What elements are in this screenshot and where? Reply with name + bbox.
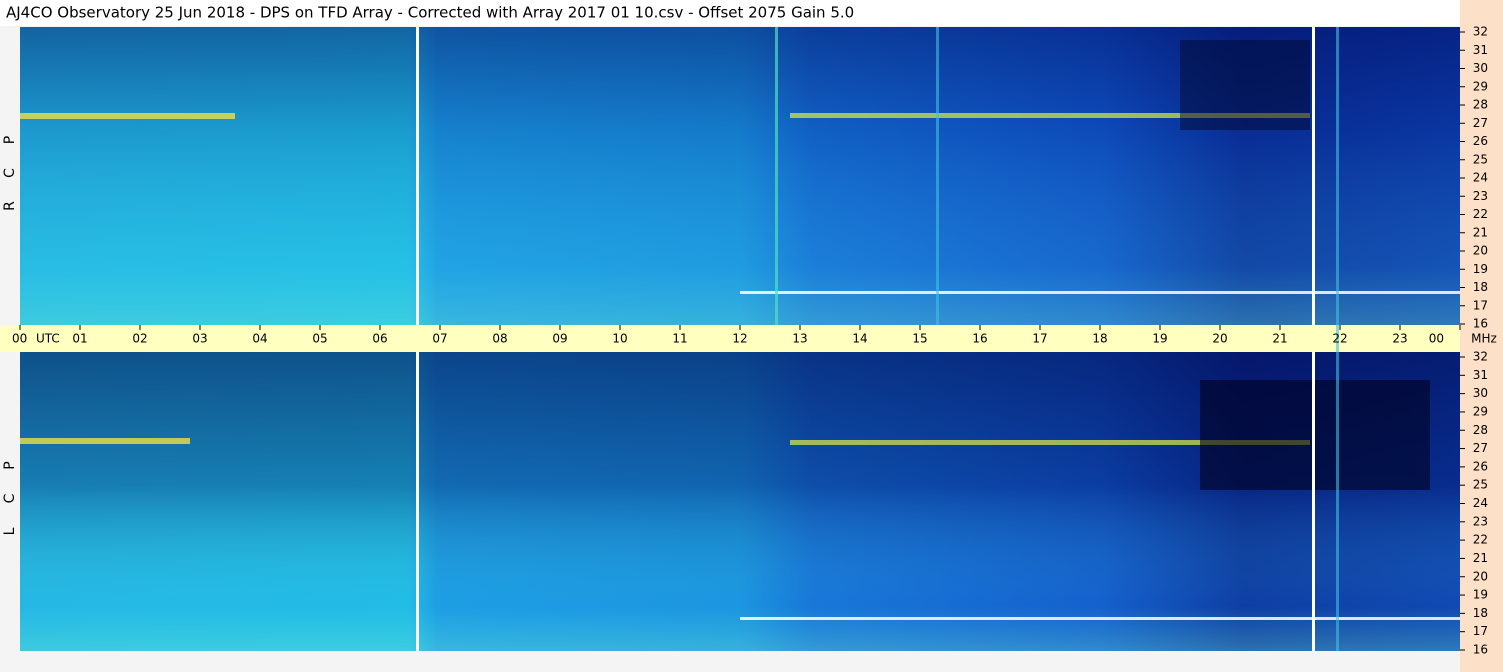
freq-tick-label: 26 — [1473, 459, 1488, 473]
time-tick-label: 13 — [792, 332, 807, 346]
time-tick-label: 03 — [192, 332, 207, 346]
time-tick-label: 01 — [72, 332, 87, 346]
time-tick-label: 18 — [1092, 332, 1107, 346]
features — [20, 27, 1460, 651]
time-tick-label: 21 — [1272, 332, 1287, 346]
time-tick-label: 15 — [912, 332, 927, 346]
band — [20, 438, 190, 444]
freq-tick-label: 32 — [1473, 25, 1488, 39]
gap-line — [1312, 27, 1315, 325]
freq-tick-label: 19 — [1473, 262, 1488, 276]
time-tick-label: 05 — [312, 332, 327, 346]
time-tick-label: 22 — [1332, 332, 1347, 346]
title-bar — [0, 0, 1503, 26]
freq-tick-label: 23 — [1473, 189, 1488, 203]
band — [790, 440, 1310, 445]
freq-tick-label: 30 — [1473, 61, 1488, 75]
freq-tick-label: 24 — [1473, 496, 1488, 510]
band — [790, 113, 1310, 118]
time-tick-label: 10 — [612, 332, 627, 346]
freq-tick-label: 16 — [1473, 317, 1488, 331]
freq-tick-label: 20 — [1473, 244, 1488, 258]
time-axis-label: UTC — [36, 332, 60, 346]
freq-tick-label: 29 — [1473, 404, 1488, 418]
freq-tick-label: 26 — [1473, 134, 1488, 148]
time-tick-label: 08 — [492, 332, 507, 346]
freq-tick-label: 31 — [1473, 43, 1488, 57]
freq-tick-label: 29 — [1473, 79, 1488, 93]
time-tick-label: 00 — [12, 332, 27, 346]
freq-tick-label: 18 — [1473, 280, 1488, 294]
freq-tick-label: 21 — [1473, 551, 1488, 565]
time-tick-label: 07 — [432, 332, 447, 346]
freq-tick-label: 25 — [1473, 478, 1488, 492]
freq-tick-label: 17 — [1473, 624, 1488, 638]
time-tick-label: 19 — [1152, 332, 1167, 346]
freq-tick-label: 16 — [1473, 643, 1488, 657]
dark-region — [1180, 40, 1310, 130]
time-tick-label: 20 — [1212, 332, 1227, 346]
band — [740, 617, 1460, 620]
panel-letter: R — [2, 201, 18, 211]
freq-tick-label: 27 — [1473, 116, 1488, 130]
panel-letter: C — [2, 493, 18, 503]
freq-tick-label: 24 — [1473, 171, 1488, 185]
freq-strip — [1460, 0, 1503, 672]
time-tick-label: 02 — [132, 332, 147, 346]
freq-tick-label: 31 — [1473, 368, 1488, 382]
freq-tick-label: 28 — [1473, 98, 1488, 112]
time-bar — [0, 325, 1460, 352]
freq-tick-label: 32 — [1473, 350, 1488, 364]
panel-letter: L — [2, 527, 18, 535]
time-tick-label: 12 — [732, 332, 747, 346]
freq-tick-label: 22 — [1473, 207, 1488, 221]
band — [20, 113, 235, 119]
rfi-line — [1336, 27, 1339, 651]
freq-tick-label: 27 — [1473, 441, 1488, 455]
axes: 00 01 02 03 04 05 06 07 08 09 10 11 12 13 14 15 16 17 18 19… — [2, 25, 1497, 657]
rfi-line — [775, 27, 778, 325]
time-tick-label: 00 — [1429, 332, 1444, 346]
gap-line — [416, 27, 419, 325]
time-tick-label: 16 — [972, 332, 987, 346]
rfi-line — [936, 27, 939, 325]
time-tick-label: 11 — [672, 332, 687, 346]
title: AJ4CO Observatory 25 Jun 2018 - DPS on T… — [6, 4, 854, 22]
freq-tick-label: 25 — [1473, 152, 1488, 166]
freq-tick-label: 28 — [1473, 423, 1488, 437]
freq-tick-label: 19 — [1473, 588, 1488, 602]
freq-tick-label: 22 — [1473, 533, 1488, 547]
time-tick-label: 06 — [372, 332, 387, 346]
freq-unit: MHz — [1471, 332, 1497, 346]
freq-tick-label: 20 — [1473, 569, 1488, 583]
freq-tick-label: 21 — [1473, 225, 1488, 239]
time-tick-label: 14 — [852, 332, 867, 346]
gap-line — [1312, 352, 1315, 651]
panel-letter: C — [2, 168, 18, 178]
time-tick-label: 23 — [1392, 332, 1407, 346]
freq-tick-label: 30 — [1473, 386, 1488, 400]
time-tick-label: 17 — [1032, 332, 1047, 346]
freq-tick-label: 18 — [1473, 606, 1488, 620]
time-tick-label: 09 — [552, 332, 567, 346]
time-tick-label: 04 — [252, 332, 267, 346]
gap-line — [416, 352, 419, 651]
panel-letter: P — [2, 136, 18, 144]
freq-tick-label: 23 — [1473, 514, 1488, 528]
panel-letter: P — [2, 461, 18, 469]
band — [740, 291, 1460, 294]
freq-tick-label: 17 — [1473, 298, 1488, 312]
